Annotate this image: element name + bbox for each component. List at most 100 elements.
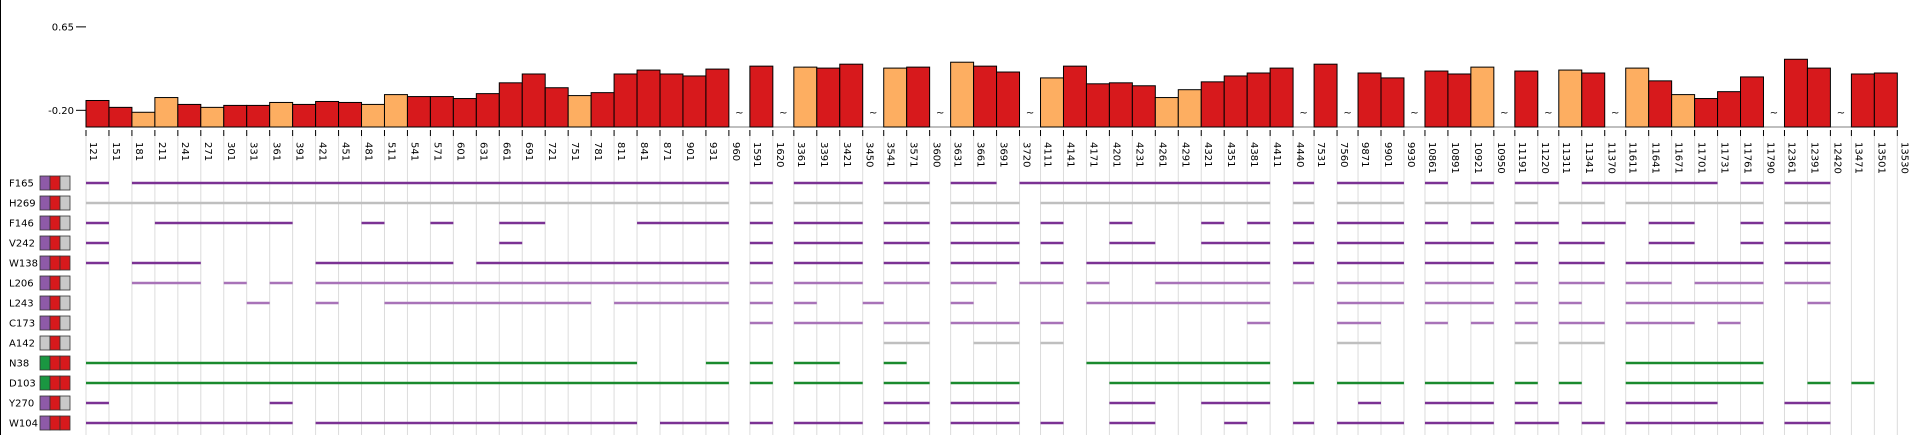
x-tick-label: 121 — [87, 142, 98, 161]
x-tick-label: 11761 — [1742, 142, 1753, 174]
x-tick-label: 721 — [546, 142, 557, 161]
bar-481 — [361, 103, 385, 128]
bar-4141 — [1062, 65, 1087, 128]
x-tick-label: 391 — [294, 142, 305, 161]
x-tick-label: 211 — [156, 142, 167, 161]
x-tick-label: 4440 — [1294, 142, 1305, 167]
x-tick-label: 841 — [638, 142, 649, 161]
axis-break-marker: ~ — [1343, 108, 1351, 119]
bar-541 — [406, 96, 431, 128]
x-tick-label: 871 — [661, 142, 672, 161]
bar-3691 — [996, 71, 1021, 128]
x-tick-label: 11611 — [1627, 142, 1638, 174]
residue-contact-tracks: F165 H269 F146 V242 W138 L206 L243 C173 A142 N38 D… — [8, 175, 1875, 431]
x-tick-label: 11370 — [1606, 142, 1617, 174]
bar-series — [85, 58, 1898, 128]
residue-row-w104: W104 — [9, 415, 1831, 431]
x-tick-label: 751 — [569, 142, 580, 161]
residue-state-box — [59, 395, 71, 411]
bar-271 — [200, 106, 225, 128]
x-tick-label: 3600 — [931, 142, 942, 167]
bar-11191 — [1514, 70, 1539, 128]
bar-571 — [429, 96, 454, 128]
residue-label: W104 — [9, 419, 38, 430]
bar-13471 — [1850, 73, 1875, 128]
bar-12391 — [1806, 67, 1831, 128]
x-tick-label: 3691 — [998, 142, 1009, 167]
x-tick-label: 11731 — [1719, 142, 1730, 174]
bar-241 — [177, 103, 202, 128]
x-tick-label: 901 — [684, 142, 695, 161]
x-tick-label: 3541 — [885, 142, 896, 167]
x-tick-label: 361 — [271, 142, 282, 161]
residue-state-box — [49, 215, 61, 231]
x-tick-label: 11191 — [1516, 142, 1527, 174]
bar-721 — [544, 87, 569, 128]
x-tick-label: 631 — [477, 142, 488, 161]
residue-row-h269: H269 — [9, 195, 1831, 211]
residue-state-box — [39, 395, 51, 411]
x-tick-label: 4411 — [1271, 142, 1282, 167]
axis-break-marker: ~ — [936, 108, 944, 119]
bar-4291 — [1177, 89, 1202, 128]
x-tick-label: 960 — [730, 142, 741, 161]
bar-7531 — [1313, 63, 1338, 128]
residue-state-box — [39, 415, 51, 431]
bar-901 — [682, 75, 707, 128]
residue-state-box — [49, 275, 61, 291]
residue-row-f165: F165 — [9, 175, 1831, 191]
residue-state-box — [59, 215, 71, 231]
axis-break-marker: ~ — [1299, 108, 1307, 119]
residue-state-box — [49, 195, 61, 211]
bar-11731 — [1717, 91, 1742, 128]
x-tick-label: 3631 — [952, 142, 963, 167]
bar-4381 — [1246, 72, 1271, 128]
residue-state-box — [49, 235, 61, 251]
bar-13501 — [1873, 72, 1898, 128]
x-tick-label: 11311 — [1560, 142, 1571, 174]
axis-break-marker: ~ — [1770, 108, 1778, 119]
x-tick-label: 451 — [340, 142, 351, 161]
bar-151 — [108, 106, 133, 128]
residue-state-box — [39, 175, 51, 191]
residue-row-c173: C173 — [9, 315, 1741, 331]
residue-state-box — [49, 315, 61, 331]
bar-451 — [338, 101, 363, 128]
axis-break-marker: ~ — [1611, 108, 1619, 119]
bar-331 — [246, 104, 271, 128]
bar-11701 — [1694, 98, 1719, 128]
x-tick-label: 11641 — [1650, 142, 1661, 174]
residue-state-box — [59, 195, 71, 211]
bar-301 — [223, 104, 248, 128]
x-tick-label: 12391 — [1808, 142, 1819, 174]
bar-601 — [452, 98, 477, 128]
residue-state-box — [49, 355, 61, 371]
axis-break-marker: ~ — [779, 108, 787, 119]
residue-state-box — [59, 375, 71, 391]
residue-state-box — [59, 295, 71, 311]
residue-label: L206 — [9, 279, 34, 290]
x-tick-label: 781 — [592, 142, 603, 161]
x-tick-label: 13530 — [1898, 142, 1909, 174]
bar-3571 — [906, 66, 931, 128]
residue-state-box — [39, 315, 51, 331]
bar-511 — [383, 94, 408, 128]
x-tick-label: 421 — [317, 142, 328, 161]
residue-row-w138: W138 — [9, 255, 1831, 271]
x-tick-label: 11220 — [1539, 142, 1550, 174]
x-tick-label: 4231 — [1133, 142, 1144, 167]
x-tick-label: 12420 — [1831, 142, 1842, 174]
bar-11671 — [1671, 94, 1696, 128]
bar-661 — [498, 82, 523, 128]
bar-691 — [521, 73, 546, 128]
x-tick-label: 811 — [615, 142, 626, 161]
bar-3391 — [816, 67, 841, 128]
x-tick-label: 301 — [225, 142, 236, 161]
residue-label: H269 — [9, 199, 36, 210]
bar-211 — [154, 97, 179, 128]
x-axis: ~ ~ ~ ~ ~ ~ ~ ~ ~ ~ ~ ~ ~121 151 181 211 241 271 301 331 361… — [85, 108, 1909, 174]
x-tick-label: 7531 — [1315, 142, 1326, 167]
x-tick-label: 11341 — [1583, 142, 1594, 174]
residue-label: A142 — [9, 339, 35, 350]
bar-4261 — [1154, 97, 1179, 128]
